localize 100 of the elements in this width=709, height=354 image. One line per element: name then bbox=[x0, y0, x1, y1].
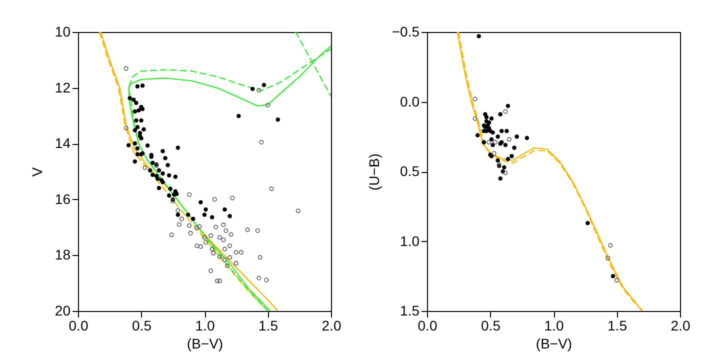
point bbox=[489, 116, 494, 121]
x-tick-label: 1.0 bbox=[544, 318, 564, 334]
point bbox=[211, 250, 216, 256]
y-tick-label: 12 bbox=[54, 79, 71, 96]
point bbox=[222, 246, 228, 252]
point bbox=[238, 250, 244, 255]
point bbox=[484, 119, 489, 124]
point bbox=[176, 222, 182, 227]
point bbox=[500, 128, 504, 134]
point bbox=[265, 102, 270, 108]
y-tick-label: 20 bbox=[54, 302, 71, 318]
point bbox=[203, 240, 208, 245]
point bbox=[476, 34, 481, 38]
point bbox=[524, 136, 530, 140]
point bbox=[255, 228, 260, 233]
y-tick-label: 1.5 bbox=[400, 302, 420, 318]
point bbox=[610, 274, 616, 278]
point bbox=[512, 146, 516, 150]
x-tick-label: 0.5 bbox=[481, 318, 501, 334]
point bbox=[187, 192, 192, 197]
point bbox=[234, 250, 238, 255]
point bbox=[482, 140, 486, 144]
point bbox=[194, 226, 200, 230]
point bbox=[222, 258, 228, 262]
point bbox=[256, 276, 262, 280]
point bbox=[228, 243, 232, 248]
point bbox=[614, 278, 620, 283]
point bbox=[208, 233, 214, 238]
point bbox=[510, 154, 514, 158]
point bbox=[198, 244, 203, 249]
point bbox=[224, 228, 228, 233]
point bbox=[217, 254, 222, 259]
point bbox=[504, 128, 509, 134]
point bbox=[503, 109, 508, 114]
y-tick-label: 10 bbox=[54, 24, 71, 40]
x-tick-label: 2.0 bbox=[670, 318, 690, 334]
point bbox=[514, 134, 519, 139]
point bbox=[503, 142, 508, 148]
point bbox=[210, 246, 214, 252]
point bbox=[217, 235, 222, 240]
point bbox=[484, 114, 489, 120]
point bbox=[472, 116, 478, 121]
x-tick-label: 0.0 bbox=[418, 318, 438, 334]
point bbox=[489, 137, 494, 142]
point bbox=[188, 230, 193, 236]
x-tick-label: 1.5 bbox=[608, 318, 628, 334]
point bbox=[214, 278, 220, 284]
point bbox=[212, 197, 217, 202]
point bbox=[493, 140, 498, 144]
point bbox=[245, 228, 250, 232]
point bbox=[506, 137, 512, 142]
x-tick-label: 1.0 bbox=[195, 318, 215, 334]
point bbox=[214, 224, 218, 230]
y-tick-label: 14 bbox=[54, 135, 71, 152]
y-tick-label: 18 bbox=[54, 246, 71, 263]
point bbox=[498, 112, 502, 116]
point bbox=[194, 243, 200, 248]
point bbox=[506, 156, 510, 162]
point bbox=[258, 255, 262, 260]
point bbox=[503, 170, 508, 176]
point bbox=[202, 235, 207, 240]
y-axis-title: V bbox=[28, 166, 45, 177]
x-tick-label: 0.0 bbox=[68, 318, 88, 334]
point bbox=[498, 176, 502, 181]
point bbox=[208, 268, 214, 274]
point bbox=[502, 165, 506, 170]
x-axis-title: (B−V) bbox=[186, 336, 224, 352]
y-tick-label: 0.0 bbox=[400, 93, 420, 110]
point bbox=[472, 96, 478, 102]
point bbox=[187, 223, 192, 228]
point bbox=[142, 165, 148, 170]
point bbox=[221, 222, 226, 228]
point bbox=[608, 243, 613, 248]
y-tick-label: 0.5 bbox=[400, 163, 420, 179]
x-axis-title: (B−V) bbox=[536, 336, 572, 352]
point bbox=[217, 278, 222, 284]
point bbox=[228, 255, 232, 260]
point bbox=[256, 88, 262, 93]
point bbox=[225, 264, 230, 268]
point bbox=[475, 133, 480, 138]
x-tick-label: 1.5 bbox=[258, 318, 278, 334]
point bbox=[234, 261, 238, 266]
point bbox=[586, 221, 590, 226]
point bbox=[296, 208, 300, 214]
point bbox=[221, 238, 226, 242]
point bbox=[496, 158, 500, 162]
point bbox=[490, 142, 495, 148]
point bbox=[179, 216, 184, 222]
point bbox=[490, 130, 495, 135]
point bbox=[606, 256, 610, 260]
y-axis-title: (U−B) bbox=[366, 154, 382, 190]
point bbox=[230, 196, 235, 200]
point bbox=[228, 232, 234, 237]
y-tick-label: 1.0 bbox=[400, 232, 420, 249]
y-tick-label: 16 bbox=[54, 190, 71, 207]
x-tick-label: 0.5 bbox=[132, 318, 152, 334]
point bbox=[264, 278, 269, 282]
point bbox=[492, 151, 496, 156]
point bbox=[486, 140, 492, 144]
point bbox=[176, 208, 180, 213]
